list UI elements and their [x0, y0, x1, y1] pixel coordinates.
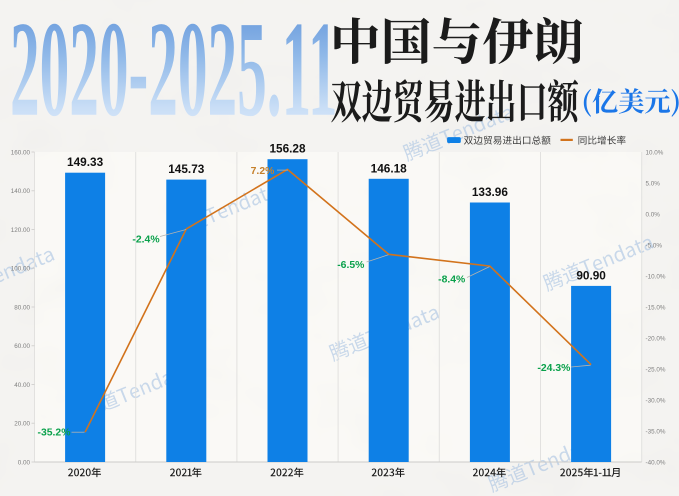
svg-text:120.00: 120.00	[11, 227, 31, 234]
svg-text:-35.2%: -35.2%	[38, 428, 71, 439]
svg-text:146.18: 146.18	[371, 161, 408, 175]
svg-text:140.00: 140.00	[11, 188, 31, 195]
svg-text:2020-2025.11: 2020-2025.11	[10, 0, 338, 146]
svg-text:-40.0%: -40.0%	[646, 459, 666, 466]
svg-text:-5.0%: -5.0%	[646, 242, 663, 249]
svg-text:145.73: 145.73	[168, 162, 205, 176]
svg-text:-8.4%: -8.4%	[438, 275, 465, 286]
svg-text:-35.0%: -35.0%	[646, 428, 666, 435]
svg-text:149.33: 149.33	[67, 155, 104, 169]
svg-text:20.00: 20.00	[14, 421, 30, 428]
svg-text:160.00: 160.00	[11, 149, 31, 156]
svg-text:-6.5%: -6.5%	[337, 260, 364, 271]
svg-text:7.2%: 7.2%	[251, 166, 275, 177]
svg-text:-24.3%: -24.3%	[537, 363, 570, 374]
svg-text:100.00: 100.00	[11, 266, 31, 273]
svg-text:-30.0%: -30.0%	[646, 397, 666, 404]
svg-text:90.90: 90.90	[576, 268, 606, 282]
svg-text:0.0%: 0.0%	[646, 211, 661, 218]
svg-text:80.00: 80.00	[14, 304, 30, 311]
svg-text:-10.0%: -10.0%	[646, 273, 666, 280]
svg-text:-20.0%: -20.0%	[646, 335, 666, 342]
svg-text:5.0%: 5.0%	[646, 180, 661, 187]
svg-text:-15.0%: -15.0%	[646, 304, 666, 311]
svg-text:156.28: 156.28	[269, 142, 306, 156]
svg-text:40.00: 40.00	[14, 382, 30, 389]
svg-text:60.00: 60.00	[14, 343, 30, 350]
svg-text:133.96: 133.96	[472, 185, 509, 199]
svg-text:-25.0%: -25.0%	[646, 366, 666, 373]
svg-text:10.0%: 10.0%	[646, 149, 664, 156]
svg-text:0.00: 0.00	[18, 459, 31, 466]
svg-text:-2.4%: -2.4%	[132, 234, 159, 245]
